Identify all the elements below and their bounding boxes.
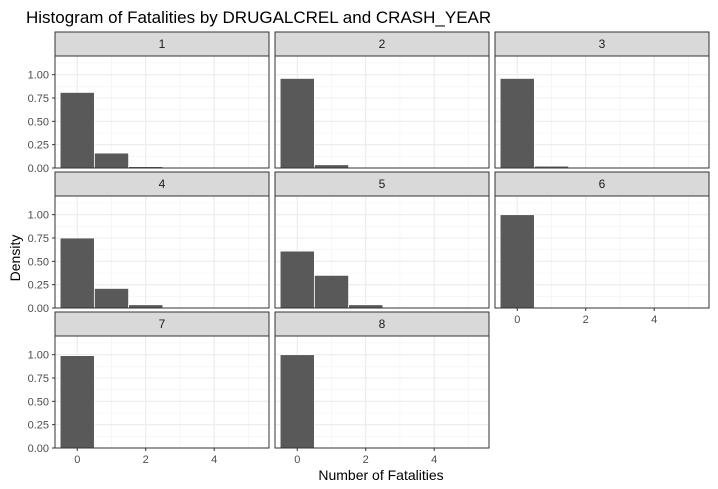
histogram-bar	[59, 237, 95, 309]
facet-strip	[274, 31, 490, 57]
facet-panel-5: 5	[274, 171, 490, 309]
facet-strip	[54, 171, 270, 197]
y-tick-label: 0.75	[28, 93, 49, 105]
y-tick-label: 0.00	[28, 443, 49, 455]
histogram-bar	[279, 354, 315, 449]
x-tick-label: 4	[431, 454, 437, 466]
facet-strip	[54, 31, 270, 57]
histogram-bar	[499, 78, 535, 169]
x-tick-label: 0	[294, 454, 300, 466]
facet-panel-8: 8 0 2 4	[274, 311, 490, 466]
y-tick-label: 0.50	[28, 256, 49, 268]
y-tick-label: 0.00	[28, 303, 49, 315]
panel-border	[54, 335, 270, 449]
facet-panel-1: 1 0.00 0.25 0.50 0.75 1.00	[28, 31, 270, 175]
facet-panel-6: 6 0 2 4	[494, 171, 710, 326]
facet-strip	[54, 311, 270, 337]
x-tick-label: 4	[211, 454, 217, 466]
y-tick-label: 0.25	[28, 280, 49, 292]
x-tick-label: 0	[74, 454, 80, 466]
y-axis-title: Density	[7, 235, 23, 282]
histogram-bar	[93, 287, 130, 309]
panel-border	[494, 195, 710, 309]
y-tick-label: 0.50	[28, 396, 49, 408]
x-axis-title: Number of Fatalities	[318, 467, 443, 483]
facet-strip-label: 2	[379, 37, 386, 51]
x-tick-label: 2	[363, 454, 369, 466]
histogram-bar	[93, 152, 130, 169]
panel-border	[54, 55, 270, 169]
facet-strip	[274, 311, 490, 337]
facet-strip-label: 5	[379, 177, 386, 191]
panel-border	[494, 55, 710, 169]
histogram-bar	[279, 250, 315, 309]
y-tick-label: 0.00	[28, 163, 49, 175]
y-tick-label: 1.00	[28, 210, 49, 222]
x-tick-label: 4	[651, 314, 657, 326]
x-tick-label: 2	[143, 454, 149, 466]
facet-strip-label: 8	[379, 317, 386, 331]
facet-panels: 1 0.00 0.25 0.50 0.75 1.00 2 3 4 0.00 0.25 0.50 0.75…	[28, 31, 710, 466]
histogram-bar	[313, 274, 350, 309]
y-tick-label: 1.00	[28, 350, 49, 362]
facet-panel-4: 4 0.00 0.25 0.50 0.75 1.00	[28, 171, 270, 315]
facet-panel-2: 2	[274, 31, 490, 169]
histogram-bar	[279, 78, 315, 169]
y-tick-label: 0.75	[28, 233, 49, 245]
facet-strip-label: 1	[159, 37, 166, 51]
facet-strip	[494, 31, 710, 57]
facet-panel-3: 3	[494, 31, 710, 169]
y-tick-label: 0.25	[28, 140, 49, 152]
y-tick-label: 0.50	[28, 116, 49, 128]
panel-border	[274, 195, 490, 309]
y-tick-label: 0.75	[28, 373, 49, 385]
facet-strip-label: 6	[599, 177, 606, 191]
chart-title: Histogram of Fatalities by DRUGALCREL an…	[26, 8, 491, 27]
panel-border	[274, 55, 490, 169]
histogram-bar	[59, 355, 95, 449]
x-tick-label: 0	[514, 314, 520, 326]
panel-border	[54, 195, 270, 309]
facet-strip-label: 3	[599, 37, 606, 51]
panel-border	[274, 335, 490, 449]
facet-strip-label: 7	[159, 317, 166, 331]
x-tick-label: 2	[583, 314, 589, 326]
histogram-bar	[499, 214, 535, 309]
histogram-bar	[59, 92, 95, 169]
facet-panel-7: 7 0.00 0.25 0.50 0.75 1.00 0 2 4	[28, 311, 270, 466]
facet-strip-label: 4	[159, 177, 166, 191]
y-tick-label: 0.25	[28, 420, 49, 432]
y-tick-label: 1.00	[28, 70, 49, 82]
